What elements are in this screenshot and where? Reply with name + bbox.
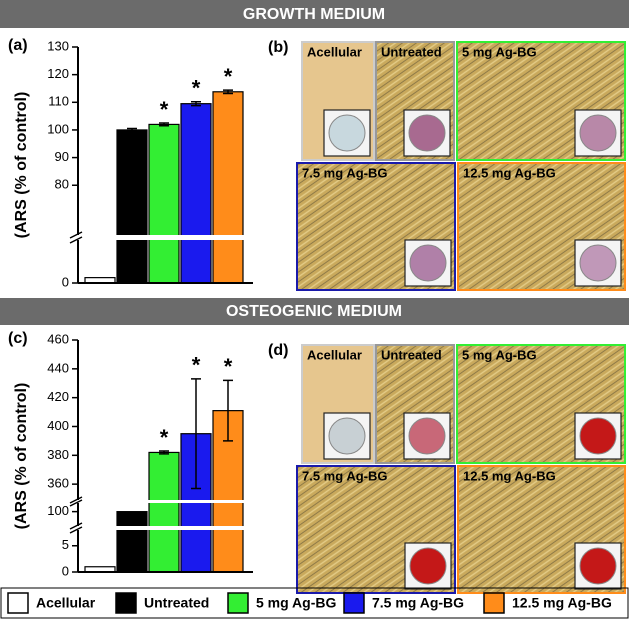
significance-mark: * xyxy=(192,76,201,101)
well xyxy=(408,417,446,455)
well xyxy=(579,417,617,455)
error-bar xyxy=(191,100,201,107)
well xyxy=(579,244,617,282)
error-bar xyxy=(191,378,201,490)
well xyxy=(328,114,366,152)
break-mark xyxy=(69,496,83,507)
legend-frame xyxy=(0,587,629,619)
image-label: Untreated xyxy=(381,347,442,362)
break-mark xyxy=(69,231,83,244)
image-label: 12.5 mg Ag-BG xyxy=(463,468,556,483)
well xyxy=(579,114,617,152)
legend-swatch xyxy=(7,592,29,614)
image-label: Acellular xyxy=(307,44,362,59)
y-tick-label: 460 xyxy=(47,331,69,346)
y-axis-title: (ARS (% of control) xyxy=(13,92,30,239)
legend-label: Acellular xyxy=(36,595,96,611)
error-bar xyxy=(159,122,169,127)
bar xyxy=(148,451,180,573)
image-label: Acellular xyxy=(307,347,362,362)
significance-mark: * xyxy=(160,97,169,122)
significance-mark: * xyxy=(224,354,233,379)
y-tick-label: 130 xyxy=(47,38,69,53)
error-bar xyxy=(223,379,233,442)
significance-mark: * xyxy=(160,425,169,450)
bar xyxy=(148,123,180,284)
significance-mark: * xyxy=(224,64,233,89)
y-tick-label: 400 xyxy=(47,418,69,433)
y-tick-label: 0 xyxy=(62,274,69,289)
bar xyxy=(116,511,148,573)
error-bar xyxy=(127,127,137,133)
y-tick-label: 100 xyxy=(47,121,69,136)
well xyxy=(328,417,366,455)
panel-label: (d) xyxy=(268,342,288,359)
image-label: 7.5 mg Ag-BG xyxy=(302,165,387,180)
well xyxy=(409,547,447,585)
header-bar xyxy=(0,298,629,325)
break-mark xyxy=(69,522,83,534)
legend-swatch xyxy=(483,592,505,614)
image-label: Untreated xyxy=(381,44,442,59)
panel-label: (a) xyxy=(8,37,28,54)
y-axis-title: (ARS (% of control) xyxy=(13,383,30,530)
legend-swatch xyxy=(343,592,365,614)
y-tick-label: 380 xyxy=(47,447,69,462)
legend-label: 5 mg Ag-BG xyxy=(256,595,336,611)
panel-label: (b) xyxy=(268,39,288,56)
axis-break xyxy=(68,500,253,503)
legend-swatch xyxy=(115,592,137,614)
y-tick-label: 80 xyxy=(55,177,69,192)
y-tick-label: 420 xyxy=(47,389,69,404)
bar xyxy=(180,103,212,284)
y-tick-label: 120 xyxy=(47,66,69,81)
legend-label: Untreated xyxy=(144,595,209,611)
significance-mark: * xyxy=(192,353,201,378)
y-tick-label: 90 xyxy=(55,149,69,164)
header-bar xyxy=(0,0,629,28)
well xyxy=(408,114,446,152)
header: OSTEOGENIC MEDIUM xyxy=(226,303,402,320)
y-tick-label: 440 xyxy=(47,360,69,375)
bar xyxy=(116,129,148,284)
image-label: 12.5 mg Ag-BG xyxy=(463,165,556,180)
y-tick-label: 100 xyxy=(47,503,69,518)
y-tick-label: 110 xyxy=(48,94,69,109)
bar xyxy=(212,91,244,284)
legend-swatch xyxy=(227,592,249,614)
image-label: 5 mg Ag-BG xyxy=(462,44,537,59)
y-tick-label: 5 xyxy=(62,537,69,552)
image-label: 7.5 mg Ag-BG xyxy=(302,468,387,483)
header: GROWTH MEDIUM xyxy=(243,6,385,23)
y-tick-label: 0 xyxy=(62,563,69,578)
axis-break xyxy=(68,235,253,240)
y-tick-label: 360 xyxy=(47,476,69,491)
well xyxy=(579,547,617,585)
axis-break xyxy=(68,526,253,530)
image-label: 5 mg Ag-BG xyxy=(462,347,537,362)
legend-label: 7.5 mg Ag-BG xyxy=(372,595,464,611)
panel-label: (c) xyxy=(8,330,28,347)
error-bar xyxy=(159,450,169,455)
legend-label: 12.5 mg Ag-BG xyxy=(512,595,612,611)
well xyxy=(409,244,447,282)
error-bar xyxy=(223,89,233,95)
